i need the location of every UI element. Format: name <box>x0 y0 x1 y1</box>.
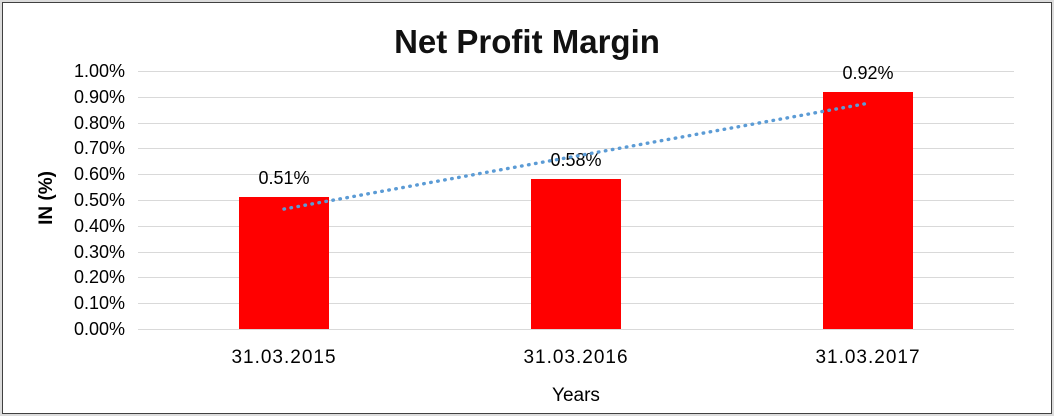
gridline <box>138 123 1014 124</box>
y-axis-tick-label: 0.20% <box>73 267 125 287</box>
chart-title: Net Profit Margin <box>394 23 660 60</box>
y-axis-tick-label: 1.00% <box>73 61 125 81</box>
y-axis-tick-label: 0.30% <box>73 242 125 262</box>
gridline <box>138 174 1014 175</box>
y-axis-tick-label: 0.60% <box>73 164 125 184</box>
y-axis-tick-label: 0.70% <box>73 138 125 158</box>
x-axis-title: Years <box>552 385 600 406</box>
y-axis-tick-label: 0.40% <box>73 216 125 236</box>
bar-31.03.2015 <box>239 197 329 329</box>
trendline <box>282 101 870 211</box>
x-axis-tick-label: 31.03.2016 <box>523 347 629 368</box>
y-axis-tick-label: 0.00% <box>73 319 125 339</box>
bar-31.03.2017 <box>823 92 913 329</box>
bar-value-label: 0.51% <box>258 168 310 188</box>
y-axis-tick-label: 0.90% <box>73 87 125 107</box>
gridline <box>138 71 1014 72</box>
gridline <box>138 148 1014 149</box>
gridline <box>138 97 1014 98</box>
y-axis-tick-label: 0.80% <box>73 113 125 133</box>
bar-value-label: 0.58% <box>550 150 602 170</box>
bar-31.03.2016 <box>531 179 621 329</box>
bar-value-label: 0.92% <box>842 63 894 83</box>
gridline <box>138 329 1014 330</box>
x-axis-tick-label: 31.03.2017 <box>815 347 921 368</box>
y-axis-tick-label: 0.50% <box>73 190 125 210</box>
x-axis-tick-label: 31.03.2015 <box>231 347 337 368</box>
trendline-path <box>282 101 870 211</box>
plot-area: 0.51% 0.58% 0.92% <box>138 63 1014 330</box>
y-axis-tick-label: 0.10% <box>73 293 125 313</box>
